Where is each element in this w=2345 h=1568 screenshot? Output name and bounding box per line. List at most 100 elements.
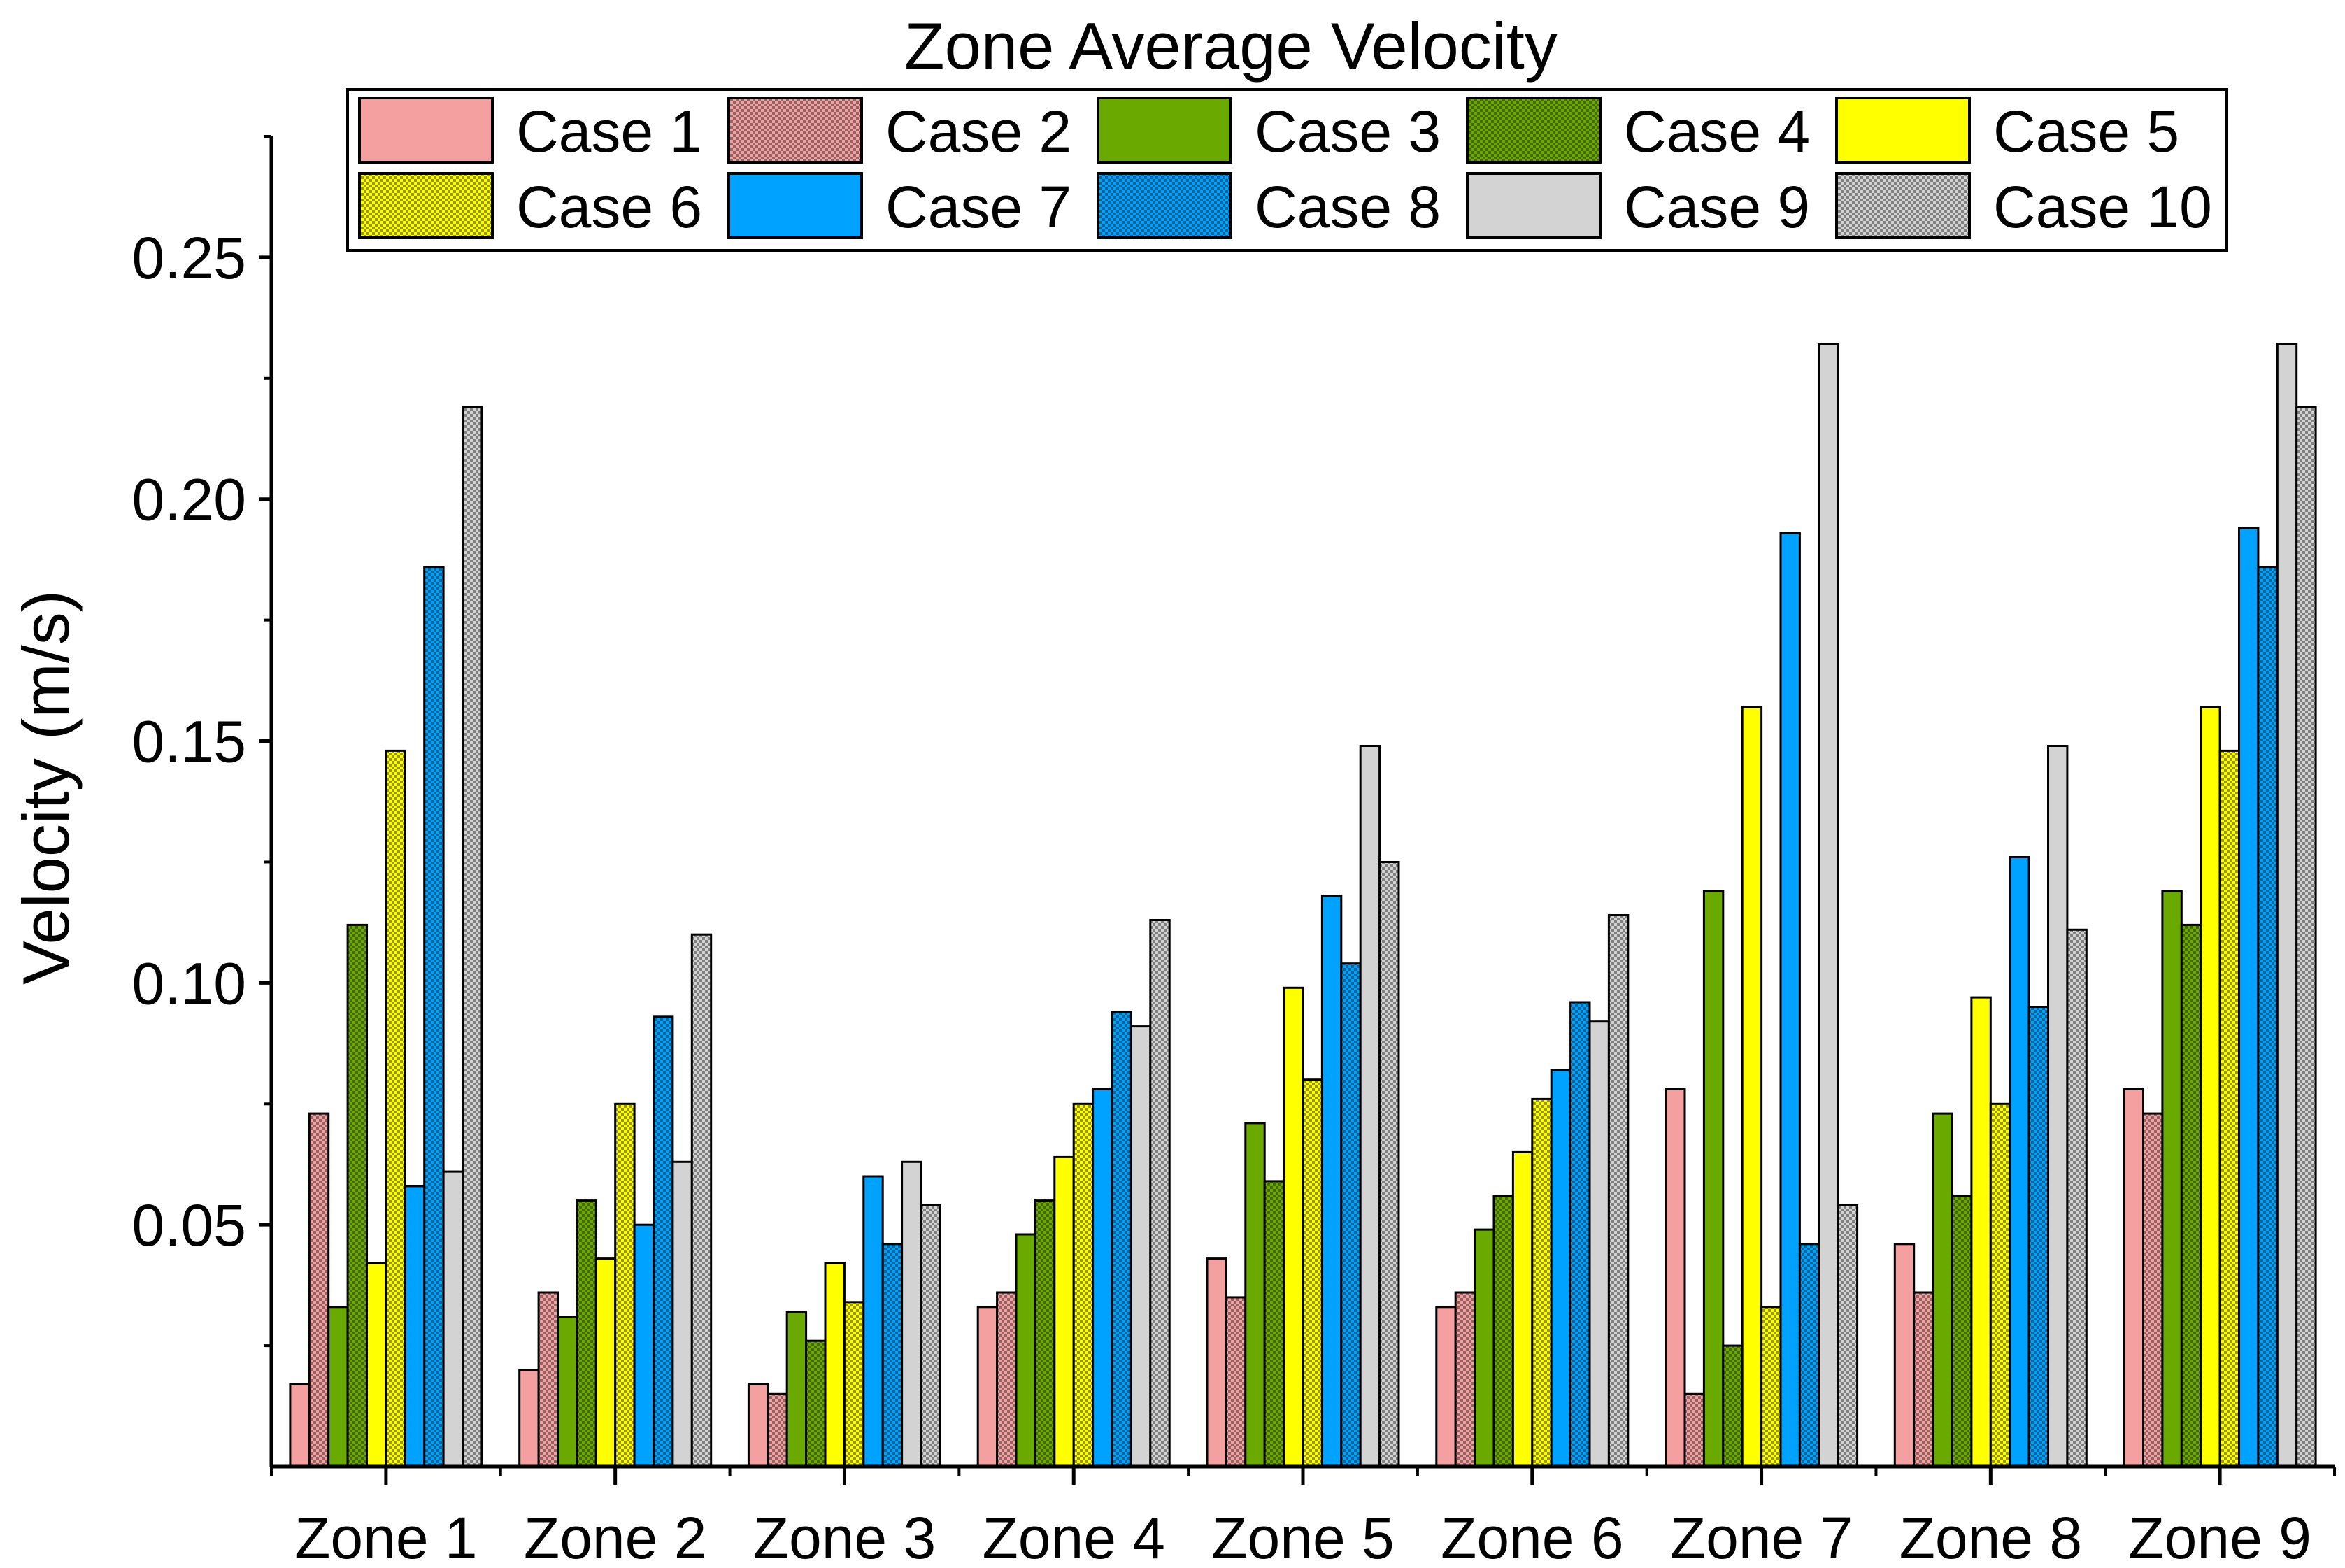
legend-swatch-case-1 bbox=[358, 97, 494, 164]
bar-zone-1-case-1 bbox=[289, 1383, 311, 1468]
bar-zone-7-case-4 bbox=[1722, 1344, 1744, 1468]
bar-zone-6-case-7 bbox=[1550, 1069, 1572, 1468]
bar-zone-4-case-4 bbox=[1034, 1199, 1056, 1468]
bar-zone-6-case-4 bbox=[1492, 1195, 1514, 1468]
bar-zone-8-case-1 bbox=[1893, 1243, 1916, 1468]
bar-zone-6-case-9 bbox=[1588, 1020, 1610, 1468]
bar-zone-9-case-4 bbox=[2180, 923, 2202, 1468]
bar-zone-9-case-10 bbox=[2295, 406, 2317, 1468]
bar-zone-7-case-3 bbox=[1702, 890, 1725, 1468]
bar-zone-2-case-9 bbox=[671, 1160, 693, 1468]
bar-zone-8-case-3 bbox=[1932, 1112, 1954, 1468]
bar-zone-5-case-10 bbox=[1378, 861, 1400, 1468]
bar-zone-6-case-1 bbox=[1435, 1306, 1457, 1468]
bar-zone-9-case-2 bbox=[2142, 1112, 2164, 1468]
legend-swatch-case-9 bbox=[1466, 172, 1602, 239]
legend-label-case-6: Case 6 bbox=[516, 174, 702, 240]
bar-zone-9-case-7 bbox=[2238, 527, 2260, 1468]
bar-zone-6-case-5 bbox=[1511, 1150, 1534, 1468]
x-tick-label-zone-1: Zone 1 bbox=[294, 1505, 478, 1565]
bar-zone-5-case-6 bbox=[1302, 1078, 1323, 1468]
legend-swatch-case-8 bbox=[1097, 172, 1232, 239]
bar-zone-1-case-8 bbox=[423, 566, 445, 1468]
legend-swatch-case-2 bbox=[727, 97, 863, 164]
bar-zone-4-case-9 bbox=[1129, 1025, 1152, 1468]
bar-zone-3-case-5 bbox=[824, 1262, 846, 1468]
bar-zone-2-case-6 bbox=[614, 1102, 636, 1468]
legend-swatch-case-5 bbox=[1835, 97, 1971, 164]
bar-zone-9-case-5 bbox=[2200, 706, 2221, 1468]
bar-zone-9-case-8 bbox=[2257, 566, 2279, 1468]
legend-label-case-2: Case 2 bbox=[885, 99, 1071, 164]
bar-zone-8-case-2 bbox=[1913, 1291, 1934, 1468]
bar-zone-6-case-6 bbox=[1531, 1097, 1553, 1468]
bar-zone-7-case-7 bbox=[1779, 532, 1801, 1468]
bar-zone-5-case-8 bbox=[1340, 962, 1362, 1468]
x-tick-label-zone-9: Zone 9 bbox=[2128, 1505, 2311, 1565]
legend-label-case-5: Case 5 bbox=[1993, 99, 2179, 164]
bar-zone-2-case-3 bbox=[557, 1316, 578, 1468]
bar-zone-7-case-10 bbox=[1837, 1204, 1859, 1468]
bar-zone-4-case-8 bbox=[1111, 1011, 1132, 1468]
bar-zone-3-case-6 bbox=[843, 1301, 865, 1468]
legend-label-case-8: Case 8 bbox=[1255, 174, 1441, 240]
bar-zone-8-case-4 bbox=[1951, 1195, 1973, 1468]
bar-zone-7-case-2 bbox=[1683, 1392, 1705, 1468]
bar-zone-1-case-10 bbox=[462, 406, 483, 1468]
bar-zone-2-case-5 bbox=[594, 1257, 617, 1468]
bar-zone-2-case-7 bbox=[633, 1223, 655, 1468]
bar-zone-3-case-8 bbox=[881, 1243, 904, 1468]
legend-swatch-case-10 bbox=[1835, 172, 1971, 239]
bar-zone-9-case-9 bbox=[2276, 343, 2298, 1468]
bar-zone-1-case-5 bbox=[366, 1262, 387, 1468]
bar-zone-1-case-3 bbox=[327, 1306, 349, 1468]
bar-zone-3-case-7 bbox=[862, 1175, 884, 1468]
bar-zone-7-case-5 bbox=[1741, 706, 1763, 1468]
legend-label-case-9: Case 9 bbox=[1624, 174, 1810, 240]
bar-zone-7-case-9 bbox=[1818, 343, 1839, 1468]
y-tick-label: 0.20 bbox=[132, 467, 247, 533]
bar-zone-3-case-3 bbox=[785, 1311, 808, 1468]
y-axis-label: Velocity (m/s) bbox=[9, 590, 83, 985]
bar-zone-8-case-6 bbox=[1989, 1102, 2011, 1468]
bar-zone-3-case-9 bbox=[901, 1160, 922, 1468]
legend-label-case-4: Case 4 bbox=[1624, 99, 1810, 164]
bar-zone-5-case-2 bbox=[1225, 1296, 1247, 1468]
bar-zone-2-case-10 bbox=[690, 933, 713, 1468]
bar-zone-8-case-10 bbox=[2066, 928, 2088, 1468]
y-tick-label: 0.25 bbox=[132, 225, 247, 291]
x-tick-label-zone-7: Zone 7 bbox=[1670, 1505, 1853, 1565]
bar-zone-4-case-1 bbox=[976, 1306, 999, 1468]
y-tick-label: 0.05 bbox=[132, 1192, 247, 1258]
x-tick-label-zone-2: Zone 2 bbox=[524, 1505, 707, 1565]
legend-label-case-3: Case 3 bbox=[1255, 99, 1441, 164]
bar-zone-4-case-10 bbox=[1149, 919, 1171, 1468]
bars-group bbox=[289, 343, 2317, 1468]
bar-zone-4-case-6 bbox=[1072, 1102, 1095, 1468]
bar-zone-9-case-6 bbox=[2218, 749, 2241, 1468]
bar-zone-8-case-9 bbox=[2047, 745, 2069, 1468]
x-tick-label-zone-6: Zone 6 bbox=[1441, 1505, 1624, 1565]
bar-zone-1-case-9 bbox=[442, 1170, 464, 1468]
bar-zone-5-case-4 bbox=[1263, 1180, 1285, 1468]
bar-zone-2-case-1 bbox=[518, 1369, 540, 1468]
bar-zone-5-case-1 bbox=[1206, 1257, 1227, 1468]
bar-zone-8-case-5 bbox=[1970, 996, 1992, 1468]
bar-zone-5-case-3 bbox=[1244, 1122, 1266, 1468]
legend: Case 1 Case 2 Case 3 Case 4 Case 5 Case 6 Case… bbox=[346, 88, 2228, 252]
bar-zone-1-case-7 bbox=[404, 1185, 426, 1468]
bar-zone-2-case-8 bbox=[653, 1015, 674, 1468]
bar-zone-1-case-2 bbox=[308, 1112, 330, 1468]
y-tick-label: 0.10 bbox=[132, 950, 247, 1016]
bar-zone-4-case-2 bbox=[996, 1291, 1018, 1468]
x-tick-label-zone-3: Zone 3 bbox=[753, 1505, 936, 1565]
bar-zone-4-case-5 bbox=[1053, 1155, 1075, 1468]
bar-zone-6-case-3 bbox=[1474, 1228, 1495, 1468]
bar-zone-6-case-2 bbox=[1454, 1291, 1476, 1468]
bar-zone-8-case-7 bbox=[2009, 856, 2030, 1468]
axes-group: 0.05 0.10 0.15 0.20 0.25 Zone 1 Zone 2 Zone 3 Zo… bbox=[132, 135, 2336, 1568]
bar-zone-1-case-6 bbox=[385, 749, 406, 1468]
legend-label-case-1: Case 1 bbox=[516, 99, 702, 164]
legend-swatch-case-3 bbox=[1097, 97, 1232, 164]
